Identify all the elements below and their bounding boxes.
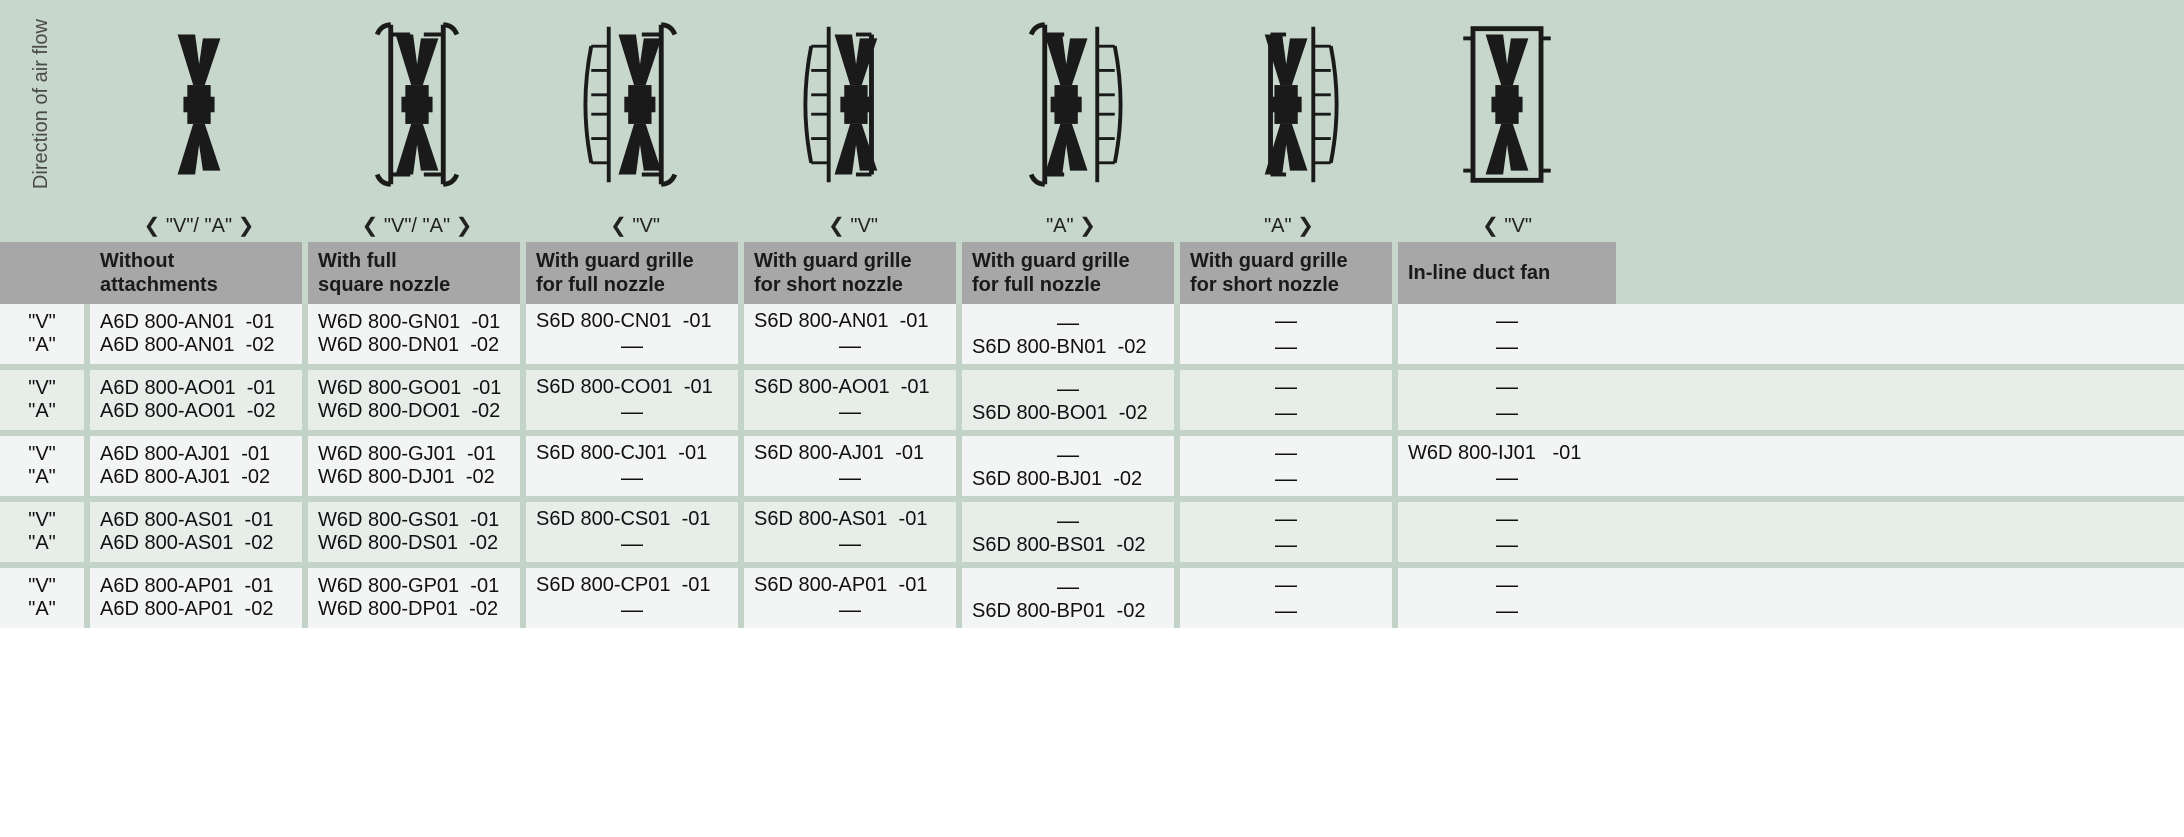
part-cell: —S6D 800-BJ01 -02 [962,436,1180,496]
dir-label: ❮ "V" [526,213,744,238]
part-cell: —— [1398,304,1616,364]
part-cell: S6D 800-CN01 -01— [526,304,744,364]
part-cell: —— [1398,370,1616,430]
col-header: With guard grille for full nozzle [526,242,744,304]
fan-icon-full-nozzle [308,4,526,204]
part-cell: A6D 800-AJ01 -01A6D 800-AJ01 -02 [90,436,308,496]
part-cell: —S6D 800-BN01 -02 [962,304,1180,364]
part-cell: W6D 800-GP01 -01W6D 800-DP01 -02 [308,568,526,628]
dir-label: ❮ "V"/ "A" ❯ [308,213,526,238]
row-label: "V""A" [0,502,90,562]
part-cell: S6D 800-AN01 -01— [744,304,962,364]
part-cell: A6D 800-AS01 -01A6D 800-AS01 -02 [90,502,308,562]
icon-row: Direction of air flow [0,0,2184,208]
fan-icon-grille-short-a [1180,4,1398,204]
col-header: With guard grille for short nozzle [1180,242,1398,304]
part-cell: S6D 800-CS01 -01— [526,502,744,562]
row-label: "V""A" [0,370,90,430]
col-header: With full square nozzle [308,242,526,304]
part-cell: —— [1398,568,1616,628]
part-cell: S6D 800-AP01 -01— [744,568,962,628]
row-group: "V""A"A6D 800-AP01 -01A6D 800-AP01 -02W6… [0,568,2184,628]
fan-icon-grille-full-v [526,4,744,204]
part-cell: A6D 800-AP01 -01A6D 800-AP01 -02 [90,568,308,628]
row-group: "V""A"A6D 800-AN01 -01A6D 800-AN01 -02W6… [0,304,2184,364]
dir-label: ❮ "V"/ "A" ❯ [90,213,308,238]
col-header: In-line duct fan [1398,242,1616,304]
fan-icon-duct [1398,4,1616,204]
part-cell: A6D 800-AN01 -01A6D 800-AN01 -02 [90,304,308,364]
part-cell: —— [1180,568,1398,628]
part-cell: —S6D 800-BS01 -02 [962,502,1180,562]
row-label: "V""A" [0,568,90,628]
dir-label: "A" ❯ [962,213,1180,238]
airflow-label: Direction of air flow [0,9,90,199]
fan-icon-bare [90,4,308,204]
row-group: "V""A"A6D 800-AJ01 -01A6D 800-AJ01 -02W6… [0,436,2184,496]
part-cell: —— [1180,436,1398,496]
col-header: Without attachments [90,242,308,304]
fan-icon-grille-short-v [744,4,962,204]
header-row: Without attachments With full square noz… [0,242,2184,304]
part-cell: —— [1398,502,1616,562]
part-cell: S6D 800-CO01 -01— [526,370,744,430]
fan-table: Direction of air flow [0,0,2184,628]
fan-icon-grille-full-a [962,4,1180,204]
row-group: "V""A"A6D 800-AO01 -01A6D 800-AO01 -02W6… [0,370,2184,430]
direction-row: ❮ "V"/ "A" ❯ ❮ "V"/ "A" ❯ ❮ "V" ❮ "V" "A… [0,208,2184,242]
data-section: "V""A"A6D 800-AN01 -01A6D 800-AN01 -02W6… [0,304,2184,628]
col-header: With guard grille for short nozzle [744,242,962,304]
part-cell: S6D 800-CJ01 -01— [526,436,744,496]
part-cell: A6D 800-AO01 -01A6D 800-AO01 -02 [90,370,308,430]
part-cell: S6D 800-AO01 -01— [744,370,962,430]
part-cell: W6D 800-IJ01 -01— [1398,436,1616,496]
part-cell: S6D 800-AJ01 -01— [744,436,962,496]
part-cell: —S6D 800-BO01 -02 [962,370,1180,430]
part-cell: —— [1180,502,1398,562]
part-cell: W6D 800-GN01 -01W6D 800-DN01 -02 [308,304,526,364]
row-label: "V""A" [0,436,90,496]
part-cell: W6D 800-GO01 -01W6D 800-DO01 -02 [308,370,526,430]
dir-label: ❮ "V" [744,213,962,238]
part-cell: W6D 800-GS01 -01W6D 800-DS01 -02 [308,502,526,562]
col-header: With guard grille for full nozzle [962,242,1180,304]
part-cell: —— [1180,370,1398,430]
row-label: "V""A" [0,304,90,364]
part-cell: —S6D 800-BP01 -02 [962,568,1180,628]
row-group: "V""A"A6D 800-AS01 -01A6D 800-AS01 -02W6… [0,502,2184,562]
part-cell: —— [1180,304,1398,364]
dir-label: "A" ❯ [1180,213,1398,238]
dir-label: ❮ "V" [1398,213,1616,238]
part-cell: W6D 800-GJ01 -01W6D 800-DJ01 -02 [308,436,526,496]
part-cell: S6D 800-CP01 -01— [526,568,744,628]
part-cell: S6D 800-AS01 -01— [744,502,962,562]
